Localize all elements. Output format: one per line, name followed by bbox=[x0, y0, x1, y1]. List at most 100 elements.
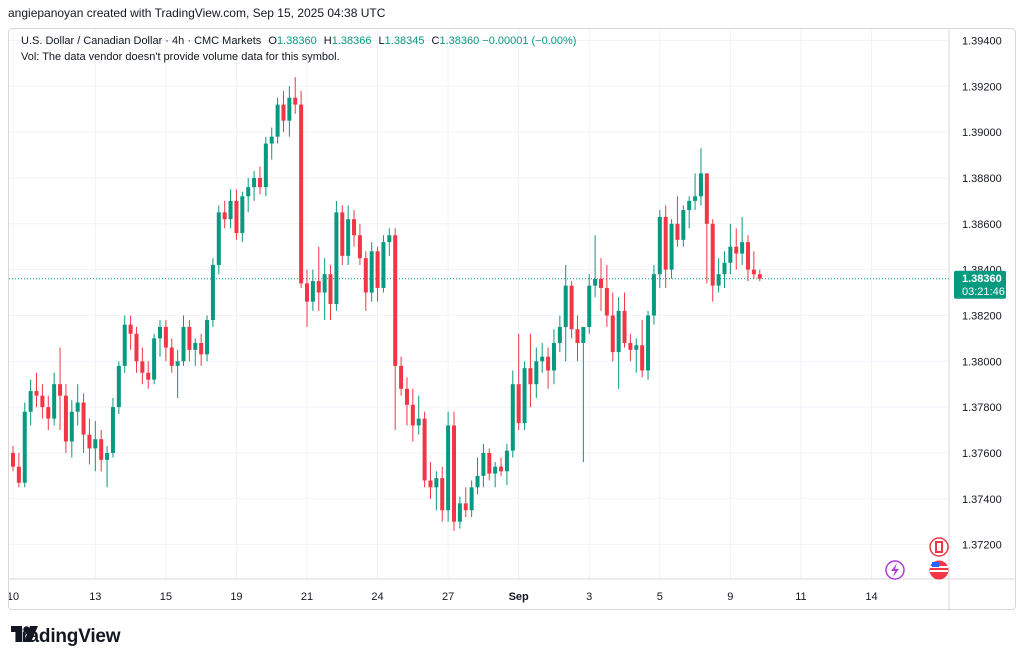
tradingview-logo[interactable]: TradingView bbox=[11, 626, 121, 648]
candle-body bbox=[681, 210, 686, 240]
candle-body bbox=[75, 402, 80, 412]
candle-body bbox=[58, 384, 63, 396]
candle-body bbox=[16, 466, 21, 483]
candle-body bbox=[110, 407, 115, 453]
candle-body bbox=[551, 342, 556, 371]
x-tick-label: 15 bbox=[160, 591, 172, 603]
candle-body bbox=[210, 265, 215, 321]
candle-body bbox=[669, 223, 674, 270]
candle-body bbox=[199, 342, 204, 355]
x-tick-label: 14 bbox=[865, 591, 877, 603]
candle-body bbox=[181, 326, 186, 362]
events-lightning-icon bbox=[891, 563, 899, 577]
us-flag-icon bbox=[930, 570, 948, 572]
candle-body bbox=[599, 278, 603, 288]
candle-body bbox=[393, 235, 398, 366]
candle-body bbox=[475, 475, 480, 488]
candle-body bbox=[216, 212, 221, 266]
candle-body bbox=[63, 395, 68, 442]
candle-body bbox=[457, 503, 462, 522]
candle-body bbox=[440, 478, 445, 511]
candle-body bbox=[128, 324, 133, 334]
source-label: CMC Markets bbox=[194, 35, 262, 47]
candle-body bbox=[628, 342, 633, 350]
candle-body bbox=[193, 342, 198, 350]
x-tick-label: 13 bbox=[89, 591, 101, 603]
candle-body bbox=[757, 274, 762, 279]
candle-body bbox=[40, 395, 45, 408]
candle-body bbox=[575, 329, 580, 343]
y-tick-label: 1.37800 bbox=[962, 402, 1002, 414]
candle-body bbox=[352, 219, 357, 236]
candle-body bbox=[704, 173, 709, 224]
candle-body bbox=[581, 326, 586, 343]
candle-body bbox=[610, 315, 615, 353]
candle-body bbox=[722, 262, 727, 275]
candle-body bbox=[381, 242, 386, 288]
candle-body bbox=[81, 402, 86, 435]
y-tick-label: 1.38600 bbox=[962, 219, 1002, 231]
x-tick-label: 24 bbox=[371, 591, 383, 603]
candle-body bbox=[657, 216, 662, 275]
candle-body bbox=[240, 196, 245, 233]
candle-body bbox=[316, 281, 321, 293]
candle-body bbox=[446, 425, 451, 511]
chart-attribution: angiepanoyan created with TradingView.co… bbox=[8, 6, 385, 20]
candle-body bbox=[663, 216, 668, 270]
candle-body bbox=[340, 212, 345, 256]
close-value: 1.38360 bbox=[439, 35, 480, 47]
candle-body bbox=[152, 338, 157, 380]
candle-body bbox=[640, 345, 645, 371]
candle-body bbox=[693, 196, 698, 201]
candle-body bbox=[499, 466, 504, 472]
x-tick-label: 11 bbox=[795, 591, 806, 603]
candle-body bbox=[246, 187, 251, 197]
candle-body bbox=[387, 235, 392, 243]
x-tick-label: 3 bbox=[586, 591, 592, 603]
candle-body bbox=[434, 478, 439, 488]
candle-body bbox=[481, 452, 486, 476]
candle-body bbox=[751, 269, 756, 275]
low-label: L bbox=[378, 35, 385, 47]
x-tick-label: 10 bbox=[9, 591, 19, 603]
y-tick-label: 1.37200 bbox=[962, 540, 1002, 552]
candle-body bbox=[357, 235, 362, 259]
candle-body bbox=[740, 242, 745, 254]
candle-body bbox=[234, 200, 239, 233]
close-label: C bbox=[431, 35, 440, 47]
candle-body bbox=[469, 487, 474, 511]
high-label: H bbox=[323, 35, 332, 47]
x-tick-label: Sep bbox=[509, 591, 529, 603]
candle-body bbox=[616, 310, 621, 353]
timestamp: Sep 15, 2025 04:38 UTC bbox=[252, 6, 386, 20]
candle-body bbox=[422, 418, 427, 481]
candle-body bbox=[569, 285, 574, 330]
candle-body bbox=[369, 251, 374, 293]
symbol-name: U.S. Dollar / Canadian Dollar bbox=[21, 35, 163, 47]
candle-body bbox=[463, 503, 468, 511]
candle-body bbox=[734, 246, 739, 254]
legend-separator: · bbox=[187, 35, 192, 47]
open-label: O bbox=[268, 35, 277, 47]
candle-body bbox=[299, 104, 304, 284]
candle-body bbox=[746, 242, 750, 270]
candle-body bbox=[140, 361, 145, 373]
legend-separator: · bbox=[165, 35, 169, 47]
candle-body bbox=[175, 361, 180, 366]
candle-body bbox=[728, 246, 733, 263]
candle-body bbox=[710, 223, 715, 286]
candle-body bbox=[622, 310, 627, 343]
high-value: 1.38366 bbox=[331, 35, 372, 47]
x-tick-label: 27 bbox=[442, 591, 454, 603]
candle-body bbox=[105, 452, 110, 460]
candle-body bbox=[346, 219, 351, 256]
candle-body bbox=[410, 404, 415, 426]
candle-body bbox=[687, 200, 692, 211]
y-tick-label: 1.39000 bbox=[962, 127, 1002, 139]
tradingview-brand: TradingView bbox=[11, 626, 121, 647]
candle-body bbox=[587, 285, 592, 327]
candle-body bbox=[99, 439, 104, 460]
candle-body bbox=[452, 425, 456, 522]
candle-body bbox=[675, 223, 680, 240]
candle-body bbox=[546, 356, 551, 371]
